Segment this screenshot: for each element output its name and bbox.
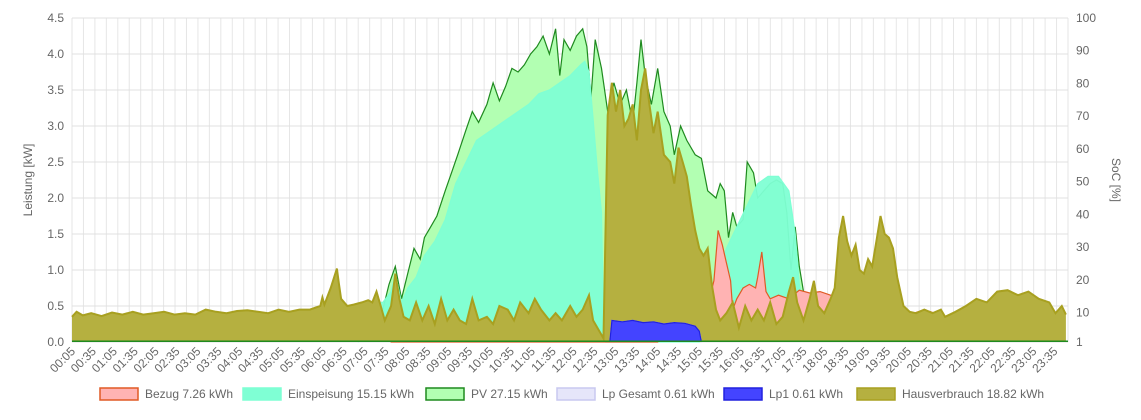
y-tick-label: 0.5 (47, 299, 64, 313)
y2-tick-label: 50 (1076, 175, 1090, 189)
series-line-1 (357, 60, 821, 343)
y-tick-label: 3.5 (47, 83, 64, 97)
y2-tick-label: 20 (1076, 273, 1090, 287)
y-tick-label: 1.5 (47, 227, 64, 241)
legend-swatch[interactable] (723, 387, 763, 401)
legend-label[interactable]: Hausverbrauch 18.82 kWh (902, 387, 1044, 401)
y2-tick-label: 10 (1076, 306, 1090, 320)
y-tick-label: 3.0 (47, 119, 64, 133)
legend-swatch[interactable] (99, 387, 139, 401)
y-tick-label: 1.0 (47, 263, 64, 277)
y2-tick-label: 100 (1076, 11, 1096, 25)
y-tick-label: 2.5 (47, 155, 64, 169)
y2-tick-label: 80 (1076, 76, 1090, 90)
legend-label[interactable]: PV 27.15 kWh (471, 387, 548, 401)
series-area-4 (609, 320, 702, 342)
legend-swatch[interactable] (556, 387, 596, 401)
y2-tick-label: 1 (1076, 335, 1083, 349)
legend-swatch[interactable] (425, 387, 465, 401)
y-axis-title: Leistung [kW] (21, 144, 35, 217)
legend-swatch[interactable] (242, 387, 282, 401)
series-line-5 (71, 68, 1067, 343)
y2-tick-label: 60 (1076, 142, 1090, 156)
y-tick-label: 4.5 (47, 11, 64, 25)
y2-tick-label: 30 (1076, 240, 1090, 254)
legend-label[interactable]: Lp1 0.61 kWh (769, 387, 843, 401)
legend-label[interactable]: Einspeisung 15.15 kWh (288, 387, 414, 401)
y2-tick-label: 90 (1076, 44, 1090, 58)
y2-axis-title: SoC [%] (1109, 158, 1123, 202)
series-area-1 (357, 61, 821, 342)
y2-tick-label: 40 (1076, 207, 1090, 221)
legend-swatch[interactable] (856, 387, 896, 401)
y2-tick-label: 70 (1076, 109, 1090, 123)
y-tick-label: 0.0 (47, 335, 64, 349)
y-tick-label: 2.0 (47, 191, 64, 205)
legend-label[interactable]: Lp Gesamt 0.61 kWh (602, 387, 715, 401)
legend-label[interactable]: Bezug 7.26 kWh (145, 387, 233, 401)
y-tick-label: 4.0 (47, 47, 64, 61)
series-line-4 (609, 319, 702, 343)
